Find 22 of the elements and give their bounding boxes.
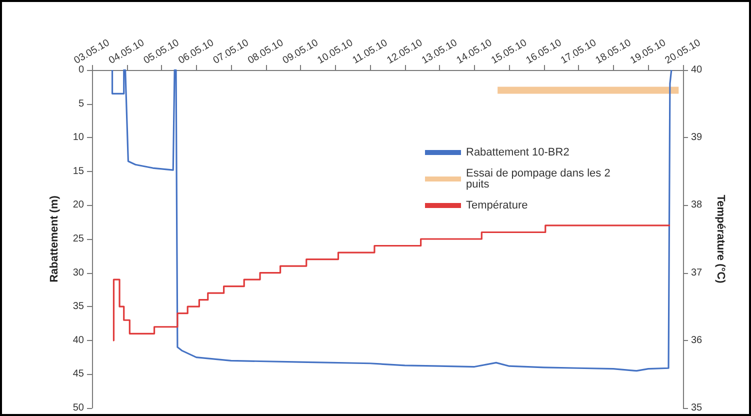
legend-label: Rabattement 10-BR2 — [466, 146, 570, 158]
y2-tick-label: 35 — [691, 402, 703, 414]
y2-tick-label: 37 — [691, 267, 703, 278]
y-tick-label: 50 — [72, 402, 84, 414]
y-tick-label: 30 — [72, 267, 84, 278]
y2-tick-label: 40 — [691, 64, 703, 76]
y2-tick-label: 38 — [691, 200, 703, 211]
y2-axis-title: Température (°C) — [714, 194, 726, 284]
y-tick-label: 25 — [72, 234, 84, 244]
legend-label: Essai de pompage dans les 2 puits — [466, 168, 614, 190]
y2-tick-label: 36 — [691, 334, 703, 346]
y-tick-label: 0 — [78, 64, 84, 76]
y2-tick-label: 39 — [691, 132, 703, 144]
y-axis-title: Rabattement (m) — [48, 195, 60, 282]
y-tick-label: 15 — [72, 166, 84, 177]
y-tick-label: 10 — [72, 132, 84, 144]
y-tick-label: 45 — [72, 368, 84, 380]
y-tick-label: 5 — [78, 98, 84, 110]
legend-label: Température — [466, 200, 528, 212]
y-tick-label: 35 — [72, 301, 84, 312]
y-tick-label: 40 — [72, 334, 84, 346]
y-tick-label: 20 — [72, 200, 84, 211]
